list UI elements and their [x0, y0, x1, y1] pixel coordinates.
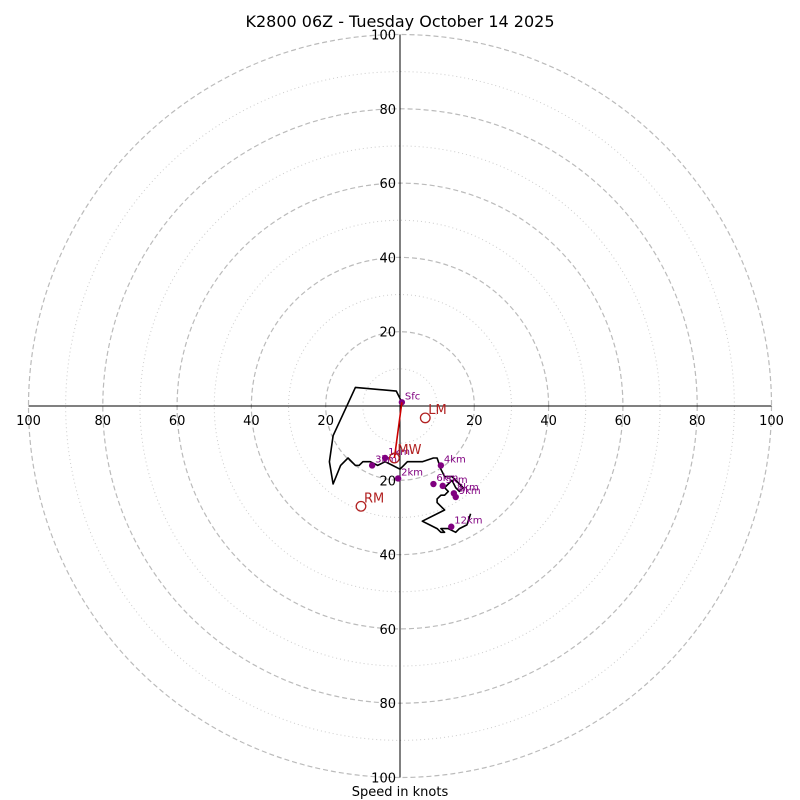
height-label: 8km [457, 482, 479, 493]
x-tick-label: 100 [759, 414, 784, 429]
y-tick-label: 60 [379, 177, 396, 192]
height-marker [394, 475, 402, 482]
height-marker [368, 462, 376, 469]
y-tick-label: 80 [379, 103, 396, 118]
height-marker [439, 482, 446, 490]
height-marker [437, 462, 445, 469]
x-tick-label: 80 [95, 414, 112, 429]
storm-motion-group: MW LM RM [355, 402, 447, 512]
x-tick-label: 20 [317, 414, 334, 429]
height-label: 12km [454, 516, 482, 527]
height-label: 2km [401, 467, 423, 478]
x-tick-label: 20 [466, 414, 483, 429]
x-tick-label: 100 [16, 414, 41, 429]
y-tick-label: 20 [379, 474, 396, 489]
x-tick-label: 60 [169, 414, 186, 429]
height-label: 6km [436, 473, 458, 484]
height-marker [430, 480, 437, 488]
height-label: Sfc [405, 391, 420, 402]
height-label: 3km [375, 454, 397, 465]
chart-title: K2800 06Z - Tuesday October 14 2025 [245, 12, 554, 31]
y-tick-label: 40 [379, 251, 396, 266]
storm-motion-marker [419, 412, 431, 424]
height-label: 5km [446, 475, 468, 486]
height-label: 1km [388, 447, 410, 458]
y-tick-label: 100 [371, 772, 396, 787]
storm-motion-marker [388, 452, 400, 464]
x-tick-label: 80 [689, 414, 706, 429]
storm-motion-label: MW [397, 443, 421, 458]
storm-motion-marker [355, 500, 367, 512]
x-axis-label: Speed in knots [352, 785, 449, 800]
storm-motion-label: RM [364, 491, 384, 506]
x-tick-label: 40 [243, 414, 260, 429]
axes [28, 34, 772, 778]
mean-wind-line [393, 402, 403, 459]
hodograph-trace [328, 386, 472, 534]
tick-labels: 100 80 60 40 20 20 40 60 80 100 100 80 60 40 20 20 40 60 8… [16, 29, 784, 787]
height-marker [448, 523, 455, 530]
height-marker [452, 493, 459, 501]
hodograph-trace-group [328, 386, 472, 534]
y-tick-label: 80 [379, 697, 396, 712]
y-tick-label: 60 [379, 623, 396, 638]
x-tick-label: 40 [540, 414, 557, 429]
storm-motion-label: LM [428, 403, 446, 418]
y-tick-label: 100 [371, 29, 396, 44]
height-label: 4km [444, 454, 466, 465]
height-label: 9km [459, 486, 481, 497]
height-marker [398, 399, 406, 406]
x-tick-label: 60 [615, 414, 632, 429]
y-tick-label: 20 [379, 326, 396, 341]
height-marker [381, 454, 389, 462]
y-tick-label: 40 [379, 549, 396, 564]
